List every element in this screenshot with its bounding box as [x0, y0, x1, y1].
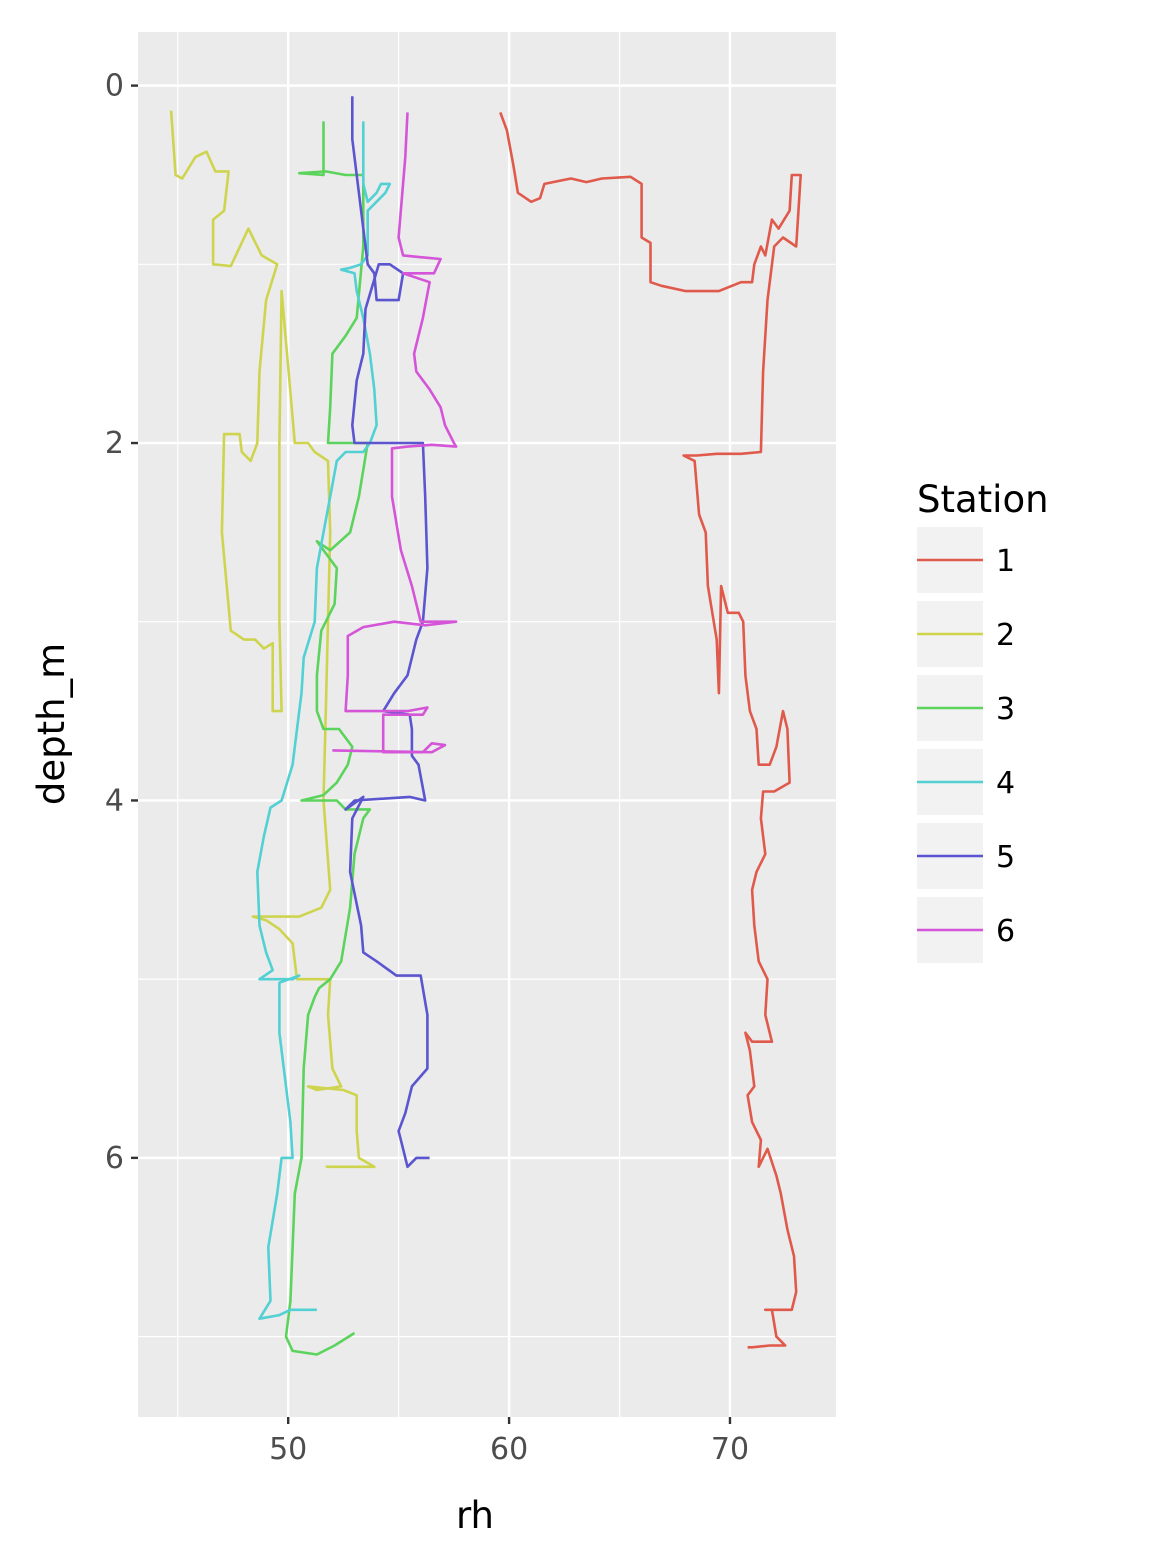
x-tick-label: 70 — [711, 1432, 749, 1467]
grid-minor — [138, 32, 836, 1417]
x-tick-label: 50 — [269, 1432, 307, 1467]
series-line-station-4 — [255, 121, 392, 1320]
x-axis: 50 60 70 — [269, 1417, 749, 1467]
series-line-station-3 — [284, 121, 372, 1356]
legend-label: 6 — [996, 914, 1015, 949]
legend-label: 1 — [996, 544, 1015, 579]
legend-label: 5 — [996, 840, 1015, 875]
y-tick-label: 2 — [105, 426, 124, 461]
y-tick-label: 6 — [105, 1141, 124, 1176]
legend-items: 1 2 3 4 5 6 — [917, 527, 1015, 963]
series-line-station-6 — [332, 112, 458, 754]
x-axis-title: rh — [456, 1494, 494, 1537]
y-tick-label: 4 — [105, 783, 124, 818]
legend-title: Station — [917, 478, 1049, 521]
series-line-station-5 — [344, 96, 430, 1169]
grid-major — [138, 32, 836, 1417]
x-tick-label: 60 — [490, 1432, 528, 1467]
series-line-station-1 — [499, 111, 803, 1349]
y-axis: 0 2 4 6 — [105, 69, 138, 1176]
plot-panel — [138, 32, 836, 1417]
series-layer — [169, 96, 803, 1356]
legend-label: 2 — [996, 618, 1015, 653]
legend: Station 1 2 3 4 5 6 — [917, 478, 1049, 963]
legend-label: 4 — [996, 766, 1015, 801]
series-line-station-2 — [169, 110, 376, 1169]
y-axis-title: depth_m — [30, 643, 73, 805]
legend-label: 3 — [996, 692, 1015, 727]
y-tick-label: 0 — [105, 69, 124, 104]
